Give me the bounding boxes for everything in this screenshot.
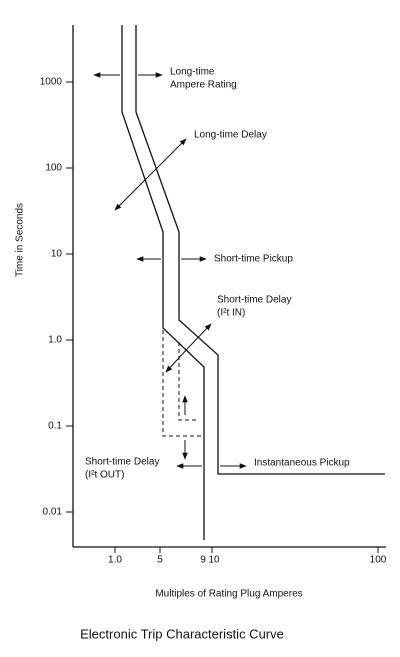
annotation: Long-time <box>170 67 215 78</box>
axes <box>66 25 386 553</box>
x-tick-label: 1.0 <box>108 555 122 566</box>
title: Electronic Trip Characteristic Curve <box>80 626 284 641</box>
curve-lower <box>121 25 205 540</box>
y-axis-label: Time in Seconds <box>15 203 26 277</box>
annotation: Long-time Delay <box>194 130 267 141</box>
annotation: Short-time Delay <box>85 457 159 468</box>
annotation: Short-time Delay <box>217 295 291 306</box>
x-tick-label: 9 <box>200 555 206 566</box>
y-tick-label: 1000 <box>40 77 63 88</box>
x-axis-label: Multiples of Rating Plug Amperes <box>155 589 302 600</box>
annotation: Short-time Pickup <box>214 254 293 265</box>
y-tick-label: 0.01 <box>43 507 63 518</box>
x-tick-label: 10 <box>208 555 220 566</box>
x-tick-label: 100 <box>370 555 387 566</box>
y-tick-label: 10 <box>51 249 63 260</box>
y-tick-labels: 1000 100 10 1.0 0.1 0.01 <box>40 77 63 518</box>
arrows <box>93 72 247 469</box>
y-tick-label: 1.0 <box>48 335 62 346</box>
dashed-in <box>178 342 196 421</box>
y-tick-label: 100 <box>45 163 62 174</box>
y-tick-label: 0.1 <box>48 421 62 432</box>
annotation: Ampere Rating <box>170 80 237 91</box>
x-tick-labels: 1.0 5 9 10 100 <box>108 555 387 566</box>
dashed-out <box>162 330 204 437</box>
annotation: (I²t OUT) <box>85 470 124 481</box>
x-tick-label: 5 <box>157 555 163 566</box>
curve-upper <box>135 25 385 475</box>
annotation: (I²t IN) <box>217 308 245 319</box>
annotation: Instantaneous Pickup <box>254 458 350 469</box>
